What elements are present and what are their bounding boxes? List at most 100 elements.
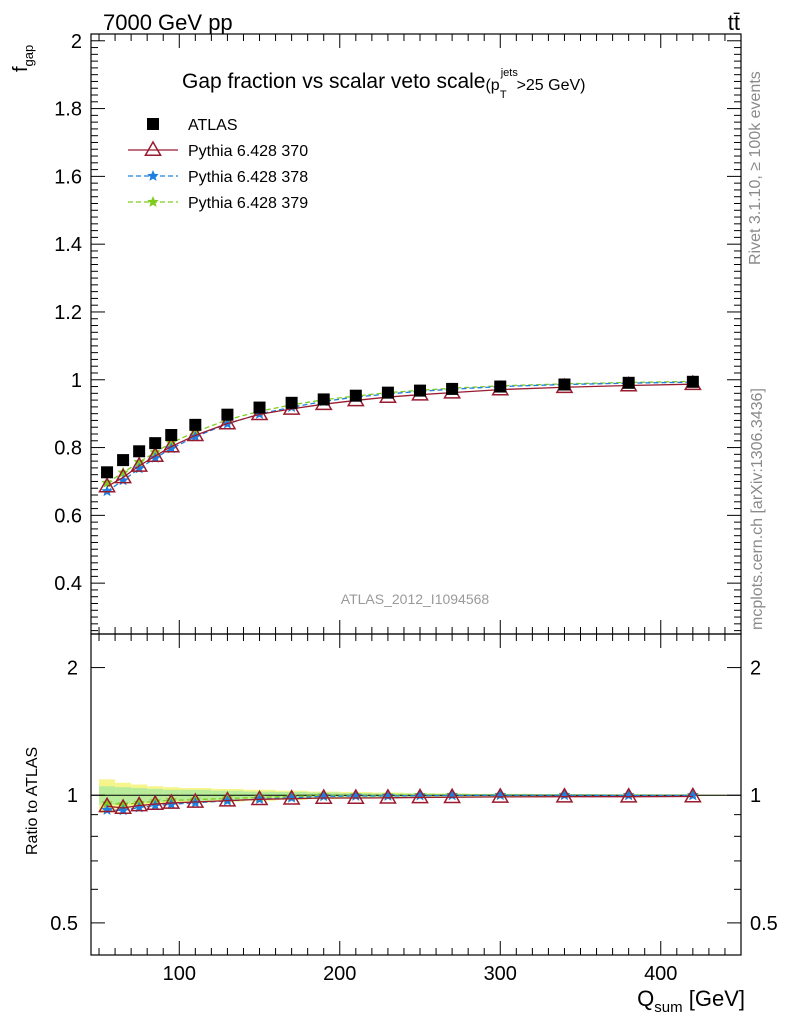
chart-title-sup: jets — [500, 67, 519, 79]
data-point — [149, 437, 162, 450]
main-y-axis-label-base: f — [10, 66, 32, 72]
ratio-point — [558, 789, 571, 801]
data-point — [253, 401, 266, 414]
ratio-point — [101, 797, 113, 809]
main-y-axis-label-sub: gap — [21, 45, 36, 67]
x-axis-label-unit: [GeV] — [683, 986, 745, 1011]
x-tick-label: 300 — [484, 963, 517, 985]
y-tick-label-ratio-right: 2 — [750, 658, 761, 680]
y-tick-label-main: 2 — [71, 31, 82, 53]
ratio-point — [117, 798, 129, 810]
ratio-point — [314, 788, 333, 804]
data-point — [165, 442, 177, 454]
y-tick-label-ratio-right: 0.5 — [750, 913, 778, 935]
ratio-point — [186, 792, 205, 808]
ratio-plot-series — [98, 787, 702, 816]
y-tick-label-main: 1 — [71, 370, 82, 392]
chart-title-sub: T — [500, 89, 507, 101]
main-plot-series — [98, 374, 702, 497]
main-y-axis-label: fgap — [10, 45, 36, 72]
analysis-id: ATLAS_2012_I1094568 — [341, 591, 490, 607]
ratio-point — [253, 793, 266, 804]
x-axis-label-sub: sum — [654, 999, 682, 1016]
ratio-point — [443, 787, 462, 804]
ratio-point — [411, 787, 429, 804]
energy-label: 7000 GeV pp — [103, 10, 233, 35]
data-point — [189, 430, 202, 442]
ratio-point — [130, 795, 149, 812]
chart-title-main: Gap fraction vs scalar veto scale — [182, 70, 485, 93]
ratio-point — [619, 787, 638, 803]
data-point — [149, 452, 161, 463]
x-tick-label: 400 — [644, 963, 677, 985]
data-point — [285, 396, 298, 409]
ratio-series-pythia-6-428-370 — [98, 787, 702, 814]
data-point — [381, 386, 394, 399]
ratio-point — [114, 798, 132, 814]
chart-title: Gap fraction vs scalar veto scale(pjets T… — [182, 67, 586, 101]
y-tick-label-ratio-left: 2 — [67, 658, 78, 680]
legend-item: Pythia 6.428 370 — [128, 140, 308, 160]
x-tick-label: 200 — [323, 963, 356, 985]
data-point — [162, 437, 181, 453]
y-tick-label-ratio-left: 1 — [67, 785, 78, 807]
y-tick-label-main: 1.8 — [54, 99, 82, 121]
chart-title-paren: (p — [485, 77, 499, 94]
ratio-point — [491, 787, 510, 803]
series-line — [106, 380, 693, 484]
y-tick-label-main: 1.6 — [54, 166, 82, 188]
data-point — [101, 466, 114, 479]
data-point — [218, 413, 237, 430]
data-point — [446, 382, 459, 395]
ratio-point — [282, 789, 301, 805]
legend-marker — [147, 170, 159, 181]
ratio-y-axis-label: Ratio to ATLAS — [24, 747, 41, 855]
ratio-plot-frame — [90, 633, 742, 956]
x-axis-label: Qsum [GeV] — [637, 986, 745, 1016]
data-point — [133, 445, 146, 458]
data-point — [221, 408, 234, 421]
ratio-point — [350, 789, 362, 801]
data-point — [101, 485, 113, 497]
data-point — [146, 446, 165, 462]
ratio-point — [149, 799, 161, 811]
ratio-point — [165, 798, 177, 810]
data-point — [349, 389, 362, 402]
y-tick-label-main: 0.8 — [54, 438, 82, 460]
ratio-point — [555, 787, 574, 803]
ratio-point — [346, 788, 365, 804]
legend-label: Pythia 6.428 378 — [188, 169, 308, 186]
legend-item: ATLAS — [147, 117, 238, 134]
rivet-label: Rivet 3.1.10, ≥ 100k events — [747, 71, 764, 265]
mcplots-label: mcplots.cern.ch [arXiv:1306.3436] — [749, 388, 766, 630]
ratio-point — [98, 796, 116, 813]
series-line — [106, 381, 693, 492]
y-tick-label-main: 1.4 — [54, 234, 82, 256]
ratio-point — [622, 789, 635, 801]
process-label: tt̄ — [728, 10, 740, 35]
x-axis-label-base: Q — [637, 986, 654, 1011]
data-point — [558, 378, 571, 391]
data-point — [686, 375, 699, 388]
ratio-line — [106, 795, 693, 809]
ratio-point — [162, 793, 181, 809]
ratio-point — [379, 788, 397, 804]
chart-title-rest: >25 GeV) — [517, 77, 586, 94]
ratio-point — [683, 787, 702, 803]
ratio-point — [285, 791, 298, 803]
y-tick-label-main: 0.6 — [54, 505, 82, 527]
legend: ATLAS Pythia 6.428 370 Pythia 6.428 378 Pyt… — [128, 117, 308, 212]
ratio-line — [107, 794, 693, 812]
axis-ticks — [91, 34, 742, 955]
ratio-point — [146, 794, 165, 811]
data-point — [98, 477, 116, 493]
series-atlas — [101, 375, 699, 479]
legend-marker — [147, 118, 159, 130]
ratio-point — [250, 789, 269, 806]
data-point — [494, 380, 507, 393]
axis-tick-labels: 100 200 300 400 0.4 0.6 0.8 1 1.2 1.4 1.6 1.8 2 0.5 0.… — [50, 31, 778, 985]
x-tick-label: 100 — [163, 963, 196, 985]
ratio-point — [687, 789, 699, 801]
y-tick-label-ratio-left: 0.5 — [50, 913, 78, 935]
